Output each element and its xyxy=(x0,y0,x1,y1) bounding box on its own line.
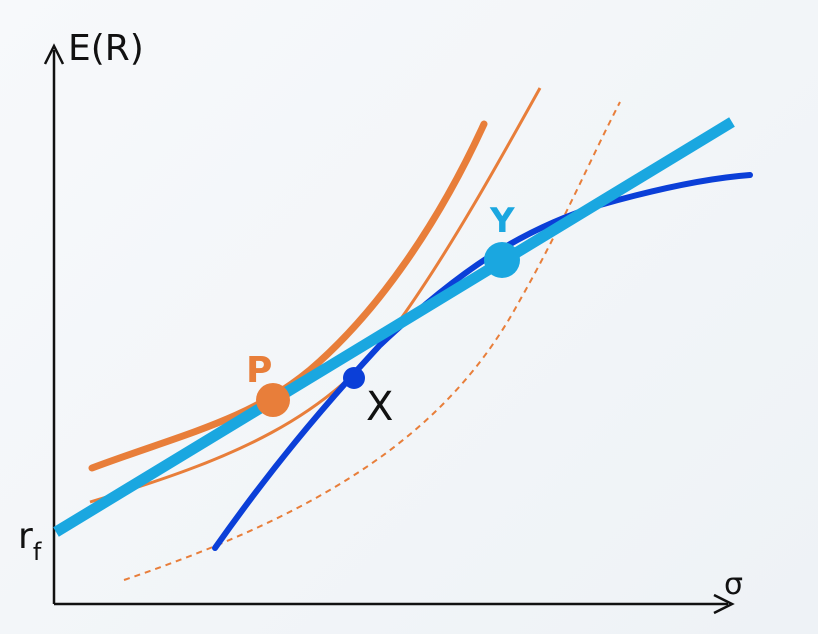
indifference-curve-dashed xyxy=(123,101,621,581)
point-P-label: P xyxy=(246,350,272,391)
risk-free-rate-label: rf xyxy=(18,516,42,566)
x-axis-label: σ xyxy=(724,567,743,602)
x-axis-arrowhead xyxy=(713,593,735,615)
efficient-frontier xyxy=(212,172,753,551)
capital-market-line xyxy=(53,117,735,537)
point-X-label: X xyxy=(366,384,393,430)
indifference-curve-thick xyxy=(88,120,488,472)
y-axis-label: E(R) xyxy=(68,28,144,69)
rf-base: r xyxy=(18,516,33,557)
point-P-marker xyxy=(256,383,290,417)
rf-subscript: f xyxy=(33,538,42,566)
point-Y-label: Y xyxy=(489,201,515,241)
y-axis-arrowhead xyxy=(43,43,65,65)
point-Y-marker xyxy=(484,242,520,278)
point-X-marker xyxy=(343,367,365,389)
